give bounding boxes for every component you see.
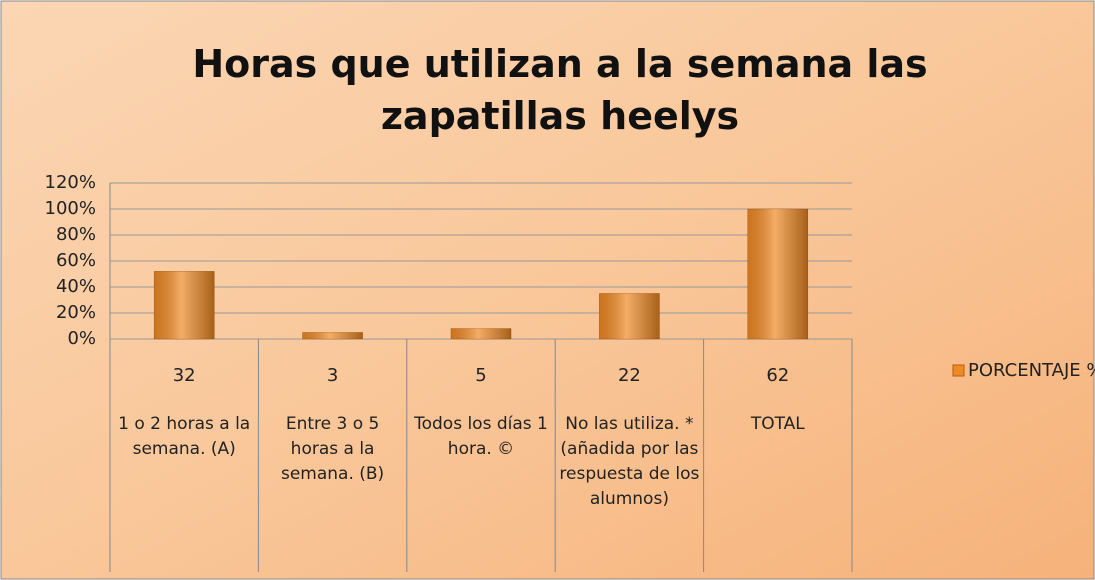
y-tick-label: 80%	[56, 224, 96, 245]
chart-title: Horas que utilizan a la semana las zapat…	[192, 42, 928, 138]
bar-shade	[747, 209, 808, 339]
y-tick-label: 60%	[56, 250, 96, 271]
bar-shade	[451, 328, 511, 339]
bar-shade	[302, 332, 363, 339]
category-label: Todos los días 1 hora. ©	[414, 414, 548, 459]
y-tick-label: 120%	[45, 172, 96, 193]
category-count: 32	[173, 365, 196, 386]
category-count: 5	[475, 365, 486, 386]
y-tick-label: 100%	[45, 198, 96, 219]
bar-shade	[599, 293, 660, 339]
category-label: TOTAL	[750, 414, 805, 434]
legend-label: PORCENTAJE %	[968, 360, 1095, 381]
y-tick-label: 20%	[56, 302, 96, 323]
y-tick-label: 40%	[56, 276, 96, 297]
category-label: No las utiliza. * (añadida por las respu…	[559, 414, 700, 509]
category-count: 3	[327, 365, 338, 386]
category-label: 1 o 2 horas a la semana. (A)	[118, 414, 251, 459]
category-count: 62	[766, 365, 789, 386]
category-count: 22	[618, 365, 641, 386]
legend-swatch	[952, 364, 965, 377]
category-label: Entre 3 o 5 horas a la semana. (B)	[280, 414, 385, 484]
y-tick-label: 0%	[67, 328, 96, 349]
bar-shade	[154, 271, 215, 339]
